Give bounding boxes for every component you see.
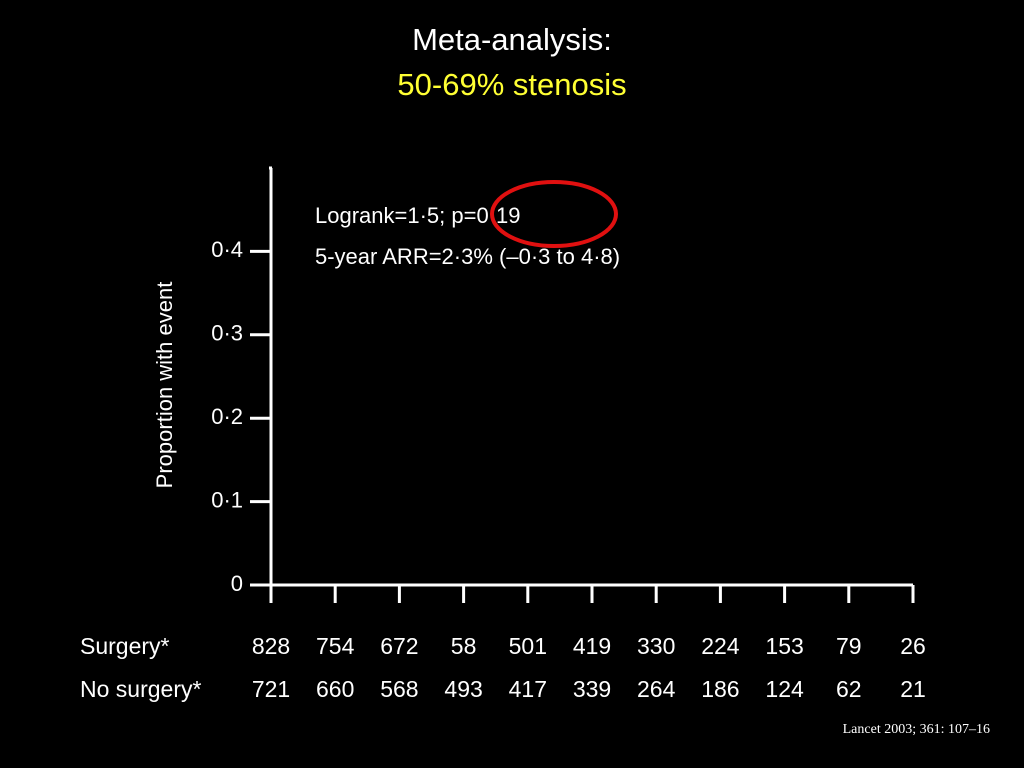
at-risk-count: 568 (380, 676, 418, 702)
at-risk-count: 62 (836, 676, 862, 702)
at-risk-count: 224 (701, 633, 740, 659)
at-risk-count: 153 (765, 633, 803, 659)
at-risk-count: 339 (573, 676, 611, 702)
at-risk-count: 721 (252, 676, 290, 702)
source: Lancet 2003; 361: 107–16 (843, 722, 990, 737)
slide-subtitle: 50-69% stenosis (397, 67, 626, 102)
highlight-circle (490, 180, 618, 248)
at-risk-count: 26 (900, 633, 926, 659)
y-tick-label: 0 (231, 571, 243, 596)
at-risk-label: Surgery* (80, 633, 170, 659)
at-risk-label: No surgery* (80, 676, 201, 702)
at-risk-count: 21 (900, 676, 926, 702)
annotation: Logrank=1·5; p=0·19 (315, 203, 521, 228)
at-risk-count: 330 (637, 633, 675, 659)
annotation: 5-year ARR=2·3% (–0·3 to 4·8) (315, 244, 620, 269)
at-risk-count: 264 (637, 676, 676, 702)
y-tick-label: 0·3 (211, 321, 243, 346)
at-risk-count: 828 (252, 633, 290, 659)
slide-title: Meta-analysis: (412, 22, 612, 57)
at-risk-count: 79 (836, 633, 862, 659)
at-risk-count: 124 (765, 676, 804, 702)
at-risk-count: 754 (316, 633, 355, 659)
at-risk-count: 660 (316, 676, 354, 702)
at-risk-count: 672 (380, 633, 418, 659)
y-tick-label: 0·1 (211, 487, 243, 512)
y-axis-label: Proportion with event (152, 282, 177, 489)
at-risk-count: 58 (451, 633, 477, 659)
at-risk-count: 493 (444, 676, 482, 702)
y-tick-label: 0·4 (211, 237, 243, 262)
at-risk-count: 501 (509, 633, 547, 659)
at-risk-count: 417 (509, 676, 547, 702)
at-risk-count: 419 (573, 633, 611, 659)
y-tick-label: 0·2 (211, 404, 243, 429)
at-risk-count: 186 (701, 676, 739, 702)
